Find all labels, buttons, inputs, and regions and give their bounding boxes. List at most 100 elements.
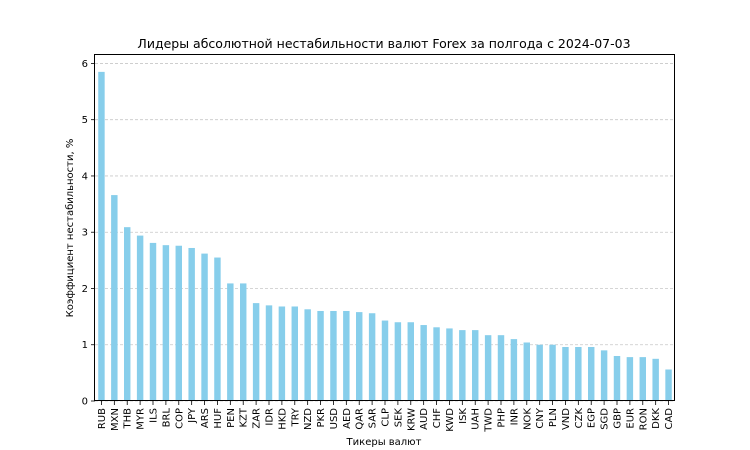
y-tick-label: 6 [82, 59, 88, 70]
bar-twd [484, 335, 492, 401]
x-tick-label: NZD [303, 408, 314, 430]
bar-qar [356, 312, 363, 401]
x-axis-ticks: RUB MXN THB MYR ILS BRL COP JPY ARS HUF PEN KZT ZAR I… [97, 401, 675, 433]
x-tick-label: ARS [200, 408, 211, 428]
x-tick-label: KZT [239, 407, 250, 427]
bar-czk [575, 346, 582, 401]
bar-idr [265, 305, 273, 401]
bar-cad [665, 369, 672, 401]
x-tick-label: EGP [587, 408, 598, 428]
x-tick-label: SEK [393, 408, 404, 428]
x-tick-label: CZK [574, 408, 585, 429]
x-tick-label: PHP [497, 408, 508, 428]
y-tick-label: 2 [82, 284, 88, 295]
bar-inr [510, 339, 518, 401]
bar-cny [536, 344, 543, 401]
x-tick-label: DKK [651, 408, 662, 429]
x-tick-label: ISK [458, 408, 469, 424]
x-tick-label: HKD [277, 408, 288, 430]
x-tick-label: BRL [161, 408, 172, 428]
x-tick-label: TRY [290, 407, 301, 427]
bar-thb [124, 227, 131, 401]
x-tick-label: QAR [355, 408, 366, 430]
bar-brl [162, 245, 170, 401]
x-tick-label: PKR [316, 408, 327, 428]
x-tick-label: KWD [445, 408, 456, 432]
x-tick-label: TWD [484, 408, 495, 433]
bar-huf [214, 257, 221, 401]
bar-ron [639, 357, 646, 401]
x-tick-label: CLP [381, 408, 392, 427]
bar-sar [368, 313, 376, 401]
bar-nok [523, 342, 530, 401]
x-axis-label: Тикеры валют [346, 437, 422, 448]
bar-vnd [562, 346, 569, 401]
x-tick-label: ZAR [252, 408, 263, 429]
x-tick-label: HUF [213, 408, 224, 429]
bar-myr [136, 235, 144, 401]
bar-hkd [278, 306, 286, 401]
x-tick-label: SGD [600, 408, 611, 430]
y-axis-ticks: 0 1 2 3 4 5 6 [82, 59, 95, 408]
bar-try [291, 306, 298, 401]
chart-title: Лидеры абсолютной нестабильности валют F… [137, 36, 630, 51]
bar-pkr [317, 310, 324, 401]
bar-gbp [613, 355, 621, 401]
y-tick-label: 1 [82, 340, 88, 351]
x-tick-label: INR [509, 408, 520, 425]
x-tick-label: CAD [664, 408, 675, 430]
x-tick-label: VND [561, 408, 572, 430]
plot-frame [94, 54, 675, 401]
x-tick-label: MXN [110, 408, 121, 431]
bar-ars [201, 253, 208, 401]
x-tick-label: UAH [471, 408, 482, 430]
bar-uah [472, 330, 479, 401]
bar-pen [227, 283, 234, 401]
x-tick-label: RON [638, 408, 649, 430]
x-tick-label: PEN [226, 408, 237, 428]
x-tick-label: CNY [535, 407, 546, 428]
y-tick-label: 3 [82, 228, 88, 239]
y-tick-label: 5 [82, 115, 88, 126]
x-tick-label: RUB [97, 408, 108, 429]
x-tick-label: USD [329, 408, 340, 430]
x-tick-label: COP [174, 408, 185, 429]
bar-ils [149, 242, 157, 401]
bar-jpy [188, 247, 195, 401]
x-tick-label: PLN [548, 408, 559, 427]
bars [98, 71, 672, 401]
x-tick-label: THB [123, 408, 134, 430]
bar-aed [343, 310, 350, 401]
x-tick-label: NOK [522, 408, 533, 430]
x-tick-label: MYR [136, 408, 147, 430]
x-tick-label: SAR [368, 408, 379, 428]
bar-egp [588, 346, 595, 401]
bar-dkk [652, 358, 659, 401]
bar-cop [175, 245, 182, 401]
x-tick-label: GBP [613, 408, 624, 429]
y-axis-label: Коэффициент нестабильности, % [65, 139, 76, 318]
bar-pln [549, 344, 556, 401]
bar-clp [381, 320, 389, 401]
bar-nzd [304, 309, 311, 401]
bar-isk [459, 330, 466, 401]
bar-krw [407, 322, 414, 401]
bar-sek [394, 322, 402, 401]
x-tick-label: EUR [625, 408, 636, 429]
x-tick-label: KRW [406, 408, 417, 431]
bar-kzt [240, 283, 247, 401]
x-tick-label: ILS [149, 408, 160, 423]
bar-eur [626, 357, 634, 401]
y-tick-label: 4 [82, 171, 88, 182]
bar-usd [330, 310, 337, 401]
x-tick-label: JPY [187, 407, 198, 424]
bar-zar [252, 303, 260, 401]
bar-aud [420, 325, 427, 401]
bar-rub [98, 71, 105, 401]
bar-php [497, 335, 505, 401]
x-tick-label: AED [342, 408, 353, 429]
bar-sgd [600, 350, 608, 401]
bar-kwd [446, 328, 453, 401]
bar-chf [433, 327, 440, 401]
